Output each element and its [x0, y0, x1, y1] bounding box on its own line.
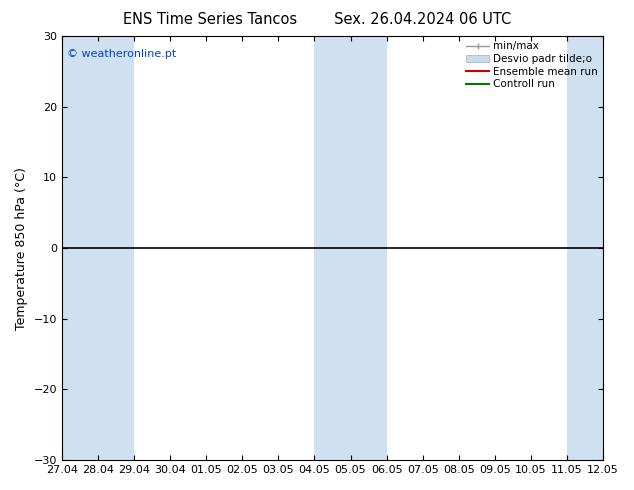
Bar [62, 36, 134, 460]
Bar [314, 36, 387, 460]
Bar [567, 36, 603, 460]
Y-axis label: Temperature 850 hPa (°C): Temperature 850 hPa (°C) [15, 167, 28, 330]
Text: ENS Time Series Tancos        Sex. 26.04.2024 06 UTC: ENS Time Series Tancos Sex. 26.04.2024 0… [123, 12, 511, 27]
Text: © weatheronline.pt: © weatheronline.pt [67, 49, 177, 59]
Legend: min/max, Desvio padr tilde;o, Ensemble mean run, Controll run: min/max, Desvio padr tilde;o, Ensemble m… [464, 39, 600, 91]
